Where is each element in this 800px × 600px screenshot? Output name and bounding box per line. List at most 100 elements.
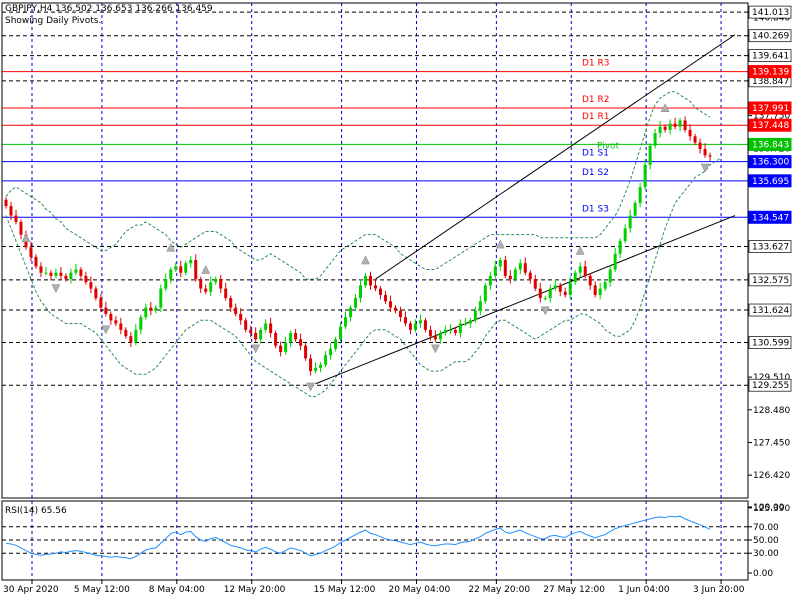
candle-body [79, 269, 83, 276]
candle-body [189, 260, 193, 264]
candle-body [314, 367, 318, 372]
candle-body [34, 256, 38, 267]
candle-body [139, 317, 143, 330]
candle-body [708, 155, 712, 157]
pivot-tag-label: 135.695 [752, 177, 789, 187]
candle-body [393, 307, 397, 311]
candle-body [194, 260, 198, 280]
candle-body [428, 329, 432, 337]
bollinger-upper [5, 91, 711, 280]
pivot-label: D1 S1 [582, 149, 609, 159]
candle-body [59, 272, 63, 276]
pivot-tag [748, 101, 792, 115]
candle-body [608, 269, 612, 283]
candle-body [94, 288, 98, 299]
candle-body [119, 323, 123, 330]
candle-body [693, 136, 697, 143]
level-tag-label: 138.847 [752, 77, 789, 87]
pivot-tag [748, 118, 792, 132]
candle-body [354, 298, 358, 308]
level-tag [748, 49, 792, 62]
candle-body [473, 310, 477, 321]
candle-body [408, 323, 412, 330]
candle-body [199, 279, 203, 289]
candle-body [488, 275, 492, 286]
candle-body [19, 221, 23, 235]
level-tag-label: 141.013 [752, 8, 789, 18]
candle-body [388, 301, 392, 308]
candle-body [269, 323, 273, 333]
time-tick-label: 5 May 12:00 [74, 585, 130, 595]
candle-body [663, 126, 667, 130]
pivot-label: D1 R3 [582, 59, 610, 69]
price-tick-label: 126.420 [753, 471, 790, 481]
rsi-line [5, 515, 711, 560]
candle-body [99, 298, 103, 308]
trendline [315, 215, 736, 385]
candle-body [324, 355, 328, 365]
candle-body [623, 228, 627, 241]
rsi-tick-label: 100.00 [753, 503, 785, 513]
price-tick-label: 128.480 [753, 406, 790, 416]
candle-body [463, 323, 467, 325]
level-tag [748, 240, 792, 253]
candle-body [124, 329, 128, 337]
fractal-markers [21, 103, 710, 392]
candle-body [523, 263, 527, 273]
candle-body [264, 323, 268, 330]
candle-body [533, 279, 537, 289]
time-tick-label: 8 May 04:00 [149, 585, 205, 595]
candle-body [493, 266, 497, 276]
candle-body [423, 320, 427, 330]
candle-body [109, 313, 113, 321]
candle-body [518, 263, 522, 270]
chart-frame [1, 2, 749, 581]
candle-body [613, 253, 617, 270]
pivot-subtitle: Showing Daily Pivots. [5, 16, 102, 26]
rsi-tick-label: 70.00 [753, 523, 779, 533]
price-tick-label: 129.510 [753, 373, 790, 383]
candle-body [653, 133, 657, 146]
rsi-tick-label: 50.00 [753, 536, 779, 546]
pivot-tag-label: 134.547 [752, 213, 789, 223]
level-tag-label: 129.255 [752, 381, 789, 391]
candle-body [309, 358, 313, 372]
time-tick-label: 27 May 12:00 [543, 585, 605, 595]
candle-body [299, 339, 303, 346]
candle-body [528, 272, 532, 280]
level-tag [748, 29, 792, 43]
pivot-label: D1 R1 [582, 112, 610, 122]
pivot-label: Pivot [597, 141, 620, 151]
candle-body [259, 329, 263, 340]
candle-body [673, 123, 677, 127]
candle-body [144, 307, 148, 318]
level-tag-label: 133.627 [752, 242, 789, 252]
candle-body [668, 123, 672, 130]
level-tag [748, 5, 792, 19]
candle-body [169, 269, 173, 280]
fractal-up-icon [166, 242, 176, 252]
candle-body [558, 285, 562, 292]
candle-body [373, 285, 377, 289]
fractal-down-icon [251, 344, 261, 354]
candle-body [184, 263, 188, 273]
price-panel-frame [1, 2, 749, 499]
candle-body [284, 342, 288, 353]
candle-body [398, 310, 402, 318]
candle-body [54, 272, 58, 276]
price-tick-label: 127.450 [753, 438, 790, 448]
pivot-label: D1 S3 [582, 204, 609, 214]
fractal-up-icon [495, 239, 505, 249]
candle-body [678, 120, 682, 127]
bollinger-bands [5, 91, 721, 397]
candle-body [9, 206, 13, 216]
rsi-tick-label: 30.00 [753, 549, 779, 559]
rsi-panel: 100.00 70.00 50.00 30.00 0.00 [2, 501, 785, 580]
time-tick-label: 1 Jun 04:00 [618, 585, 670, 595]
price-tick-label: 140.840 [753, 14, 790, 24]
level-tag-label: 140.269 [752, 32, 789, 42]
candle-body [413, 323, 417, 330]
fractal-up-icon [201, 264, 211, 274]
candle-body [603, 282, 607, 289]
